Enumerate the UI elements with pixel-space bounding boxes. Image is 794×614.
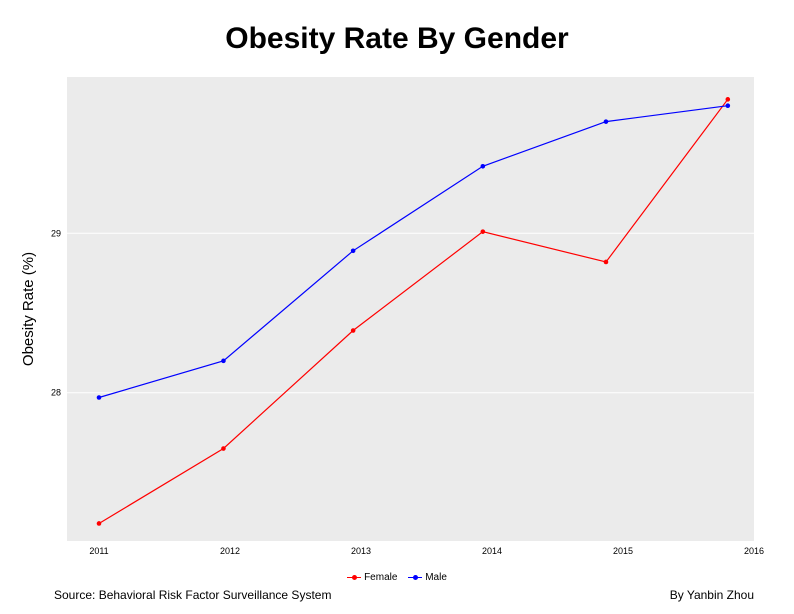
data-point-female <box>603 259 609 265</box>
series-line-male <box>98 105 728 399</box>
legend-item-female: Female <box>347 572 397 583</box>
data-point-male <box>725 103 731 109</box>
data-point-male <box>96 395 102 400</box>
x-tick-label: 2011 <box>89 546 108 556</box>
legend: Female Male <box>0 572 794 586</box>
data-point-female <box>350 328 356 333</box>
author-note: By Yanbin Zhou <box>669 588 754 602</box>
legend-label-female: Female <box>364 572 398 583</box>
data-point-male <box>603 119 609 124</box>
legend-swatch-male <box>408 573 423 583</box>
data-point-female <box>221 446 226 451</box>
x-tick-label: 2016 <box>744 546 764 556</box>
data-point-female <box>725 97 731 102</box>
x-tick-label: 2013 <box>351 546 371 556</box>
series-line-female <box>98 98 729 525</box>
plot-background <box>67 77 754 541</box>
legend-swatch-female <box>347 573 362 583</box>
data-point-female <box>480 229 486 234</box>
data-point-male <box>221 358 226 364</box>
legend-label-male: Male <box>425 572 447 583</box>
legend-item-male: Male <box>408 572 447 583</box>
source-note: Source: Behavioral Risk Factor Surveilla… <box>54 588 332 602</box>
y-tick-label: 28 <box>51 388 61 398</box>
data-point-male <box>480 163 486 169</box>
x-tick-label: 2014 <box>482 546 502 556</box>
data-point-female <box>96 521 102 526</box>
data-point-male <box>350 248 356 254</box>
x-tick-label: 2012 <box>220 546 240 556</box>
chart-title: Obesity Rate By Gender <box>225 22 569 55</box>
y-axis-label: Obesity Rate (%) <box>20 252 37 366</box>
y-tick-label: 29 <box>51 228 61 238</box>
x-tick-label: 2015 <box>613 546 633 556</box>
